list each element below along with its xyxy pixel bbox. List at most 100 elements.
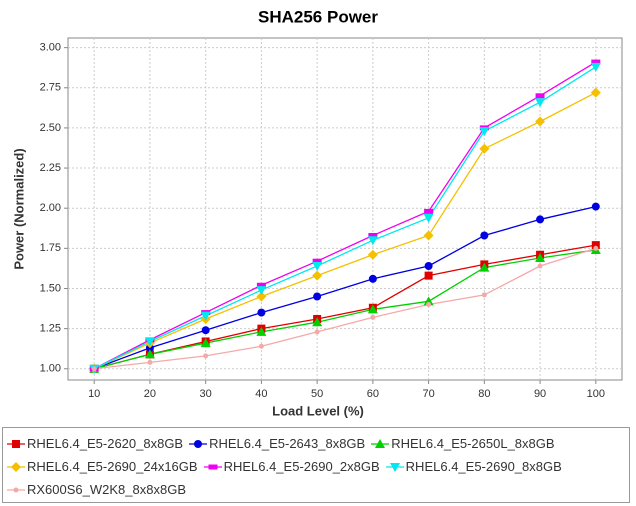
marker (536, 215, 545, 224)
marker (423, 296, 434, 306)
marker (91, 366, 97, 372)
series-line (93, 92, 597, 370)
x-tick-label: 90 (534, 388, 546, 400)
series-line (94, 249, 596, 370)
legend-item: RX600S6_W2K8_8x8x8GB (7, 478, 186, 501)
marker (480, 231, 489, 240)
x-tick-label: 50 (311, 388, 323, 400)
marker (313, 292, 322, 301)
y-tick-label: 1.50 (40, 282, 61, 294)
marker (256, 282, 266, 288)
legend: RHEL6.4_E5-2620_8x8GB RHEL6.4_E5-2643_8x8… (2, 427, 630, 503)
legend-label: RHEL6.4_E5-2650L_8x8GB (391, 436, 555, 451)
marker (591, 202, 600, 211)
plot-area (67, 37, 623, 381)
marker (314, 329, 320, 335)
series-line (93, 66, 597, 370)
marker (389, 462, 400, 472)
x-axis-title: Load Level (%) (272, 403, 364, 418)
marker (375, 438, 386, 448)
legend-item: RHEL6.4_E5-2643_8x8GB (189, 432, 365, 455)
marker (479, 127, 490, 137)
marker (591, 59, 601, 65)
marker (368, 232, 378, 238)
y-tick-label: 3.00 (40, 42, 61, 54)
legend-label: RHEL6.4_E5-2690_24x16GB (27, 459, 198, 474)
x-tick-label: 20 (144, 388, 156, 400)
marker (426, 302, 432, 308)
x-tick-label: 40 (255, 388, 267, 400)
marker (535, 116, 546, 127)
series-line (94, 244, 596, 370)
series-line (93, 205, 596, 370)
chart-title: SHA256 Power (258, 7, 378, 26)
marker (367, 249, 378, 260)
marker (424, 262, 433, 270)
marker (370, 314, 376, 320)
marker (423, 213, 434, 223)
marker (312, 262, 323, 271)
x-tick-label: 60 (367, 388, 379, 400)
y-tick-label: 2.75 (40, 82, 61, 94)
y-tick-label: 1.25 (40, 323, 61, 335)
marker (256, 286, 267, 296)
y-tick-label: 2.25 (40, 162, 61, 174)
marker (203, 353, 209, 359)
legend-label: RHEL6.4_E5-2620_8x8GB (27, 436, 184, 451)
marker (590, 87, 601, 98)
marker (423, 230, 434, 241)
x-tick-label: 80 (478, 388, 490, 400)
marker (368, 274, 377, 283)
x-tick-label: 100 (587, 388, 605, 400)
marker (424, 271, 433, 280)
marker (208, 464, 218, 469)
marker (258, 343, 264, 349)
marker (200, 338, 211, 348)
y-tick-label: 2.50 (40, 122, 61, 134)
marker (312, 317, 323, 327)
legend-item: RHEL6.4_E5-2620_8x8GB (7, 432, 183, 455)
marker (147, 359, 153, 365)
marker (481, 292, 487, 298)
marker (535, 93, 545, 99)
marker (312, 270, 323, 281)
legend-icon (7, 487, 25, 492)
y-axis-title: Power (Normalized) (11, 148, 26, 269)
marker (200, 311, 211, 321)
marker (12, 439, 20, 448)
marker (144, 337, 155, 347)
marker (590, 62, 601, 72)
y-tick-label: 2.00 (40, 202, 61, 214)
marker (535, 252, 546, 262)
legend-icon (203, 464, 222, 469)
legend-icon (385, 462, 404, 472)
marker (201, 326, 210, 335)
chart: SHA256 Power Load Level (%) Power (Norma… (11, 7, 623, 418)
legend-item: RHEL6.4_E5-2690_8x8GB (385, 455, 562, 478)
legend-icon (7, 439, 25, 448)
marker (367, 236, 378, 246)
legend-icon (7, 461, 25, 472)
marker (593, 245, 599, 251)
marker (13, 487, 19, 492)
legend-label: RHEL6.4_E5-2690_8x8GB (405, 459, 562, 474)
legend-item: RHEL6.4_E5-2690_24x16GB (7, 455, 198, 478)
x-tick-label: 10 (88, 388, 100, 400)
marker (256, 291, 267, 302)
legend-icon (371, 438, 390, 448)
marker (424, 208, 434, 214)
legend-label: RHEL6.4_E5-2690_2x8GB (223, 459, 380, 474)
marker (194, 439, 203, 448)
legend-label: RHEL6.4_E5-2643_8x8GB (209, 436, 366, 451)
marker (144, 349, 155, 359)
marker (479, 143, 490, 154)
marker (535, 98, 546, 108)
legend-item: RHEL6.4_E5-2690_2x8GB (203, 455, 380, 478)
marker (257, 308, 266, 317)
y-tick-label: 1.75 (40, 242, 61, 254)
marker (479, 262, 490, 272)
series-line (93, 61, 597, 370)
legend-icon (189, 439, 208, 448)
legend-label: RX600S6_W2K8_8x8x8GB (27, 482, 186, 497)
